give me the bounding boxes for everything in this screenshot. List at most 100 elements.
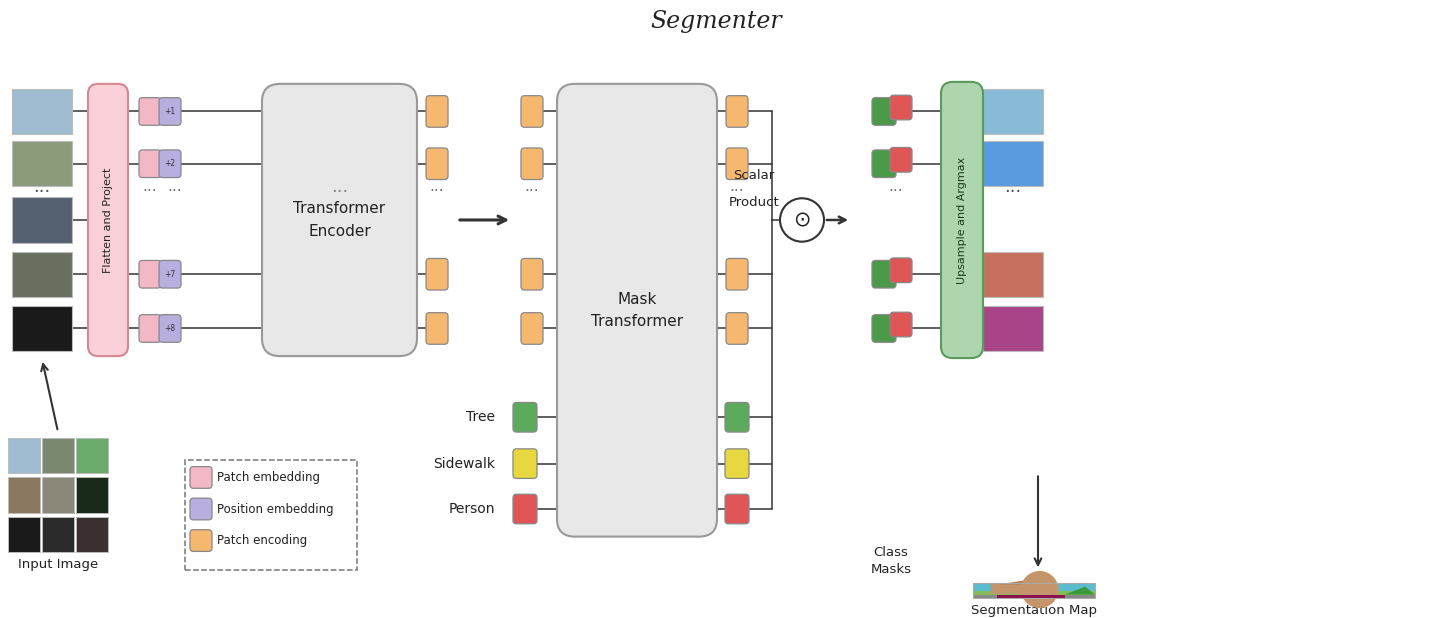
Bar bbox=[972, 591, 1095, 598]
FancyBboxPatch shape bbox=[513, 494, 537, 524]
Text: Segmenter: Segmenter bbox=[650, 10, 782, 33]
FancyBboxPatch shape bbox=[726, 148, 748, 180]
FancyBboxPatch shape bbox=[521, 313, 543, 344]
Circle shape bbox=[1021, 571, 1058, 608]
FancyBboxPatch shape bbox=[872, 150, 896, 177]
Text: +2: +2 bbox=[165, 159, 176, 168]
Text: +7: +7 bbox=[165, 269, 176, 279]
FancyBboxPatch shape bbox=[159, 315, 180, 342]
Bar bbox=[11, 197, 72, 243]
Text: +1: +1 bbox=[165, 107, 176, 116]
FancyBboxPatch shape bbox=[726, 258, 748, 290]
Polygon shape bbox=[998, 580, 1051, 585]
Circle shape bbox=[780, 198, 823, 242]
Bar bbox=[11, 306, 72, 351]
Bar bbox=[42, 478, 74, 513]
Bar bbox=[42, 438, 74, 473]
Text: Position embedding: Position embedding bbox=[218, 502, 334, 515]
Text: Mask
Transformer: Mask Transformer bbox=[591, 292, 683, 329]
Text: Upsample and Argmax: Upsample and Argmax bbox=[957, 156, 967, 284]
Text: Product: Product bbox=[729, 196, 779, 209]
FancyBboxPatch shape bbox=[891, 95, 912, 120]
Bar bbox=[11, 89, 72, 134]
FancyBboxPatch shape bbox=[87, 84, 127, 356]
Text: Segmentation Map: Segmentation Map bbox=[971, 604, 1097, 617]
FancyBboxPatch shape bbox=[521, 96, 543, 127]
Bar bbox=[185, 460, 357, 570]
FancyBboxPatch shape bbox=[725, 449, 749, 478]
FancyBboxPatch shape bbox=[521, 148, 543, 180]
FancyBboxPatch shape bbox=[190, 530, 212, 551]
FancyBboxPatch shape bbox=[513, 402, 537, 432]
FancyBboxPatch shape bbox=[726, 96, 748, 127]
FancyBboxPatch shape bbox=[425, 96, 448, 127]
Bar bbox=[11, 252, 72, 297]
Text: ⊙: ⊙ bbox=[793, 210, 811, 230]
FancyBboxPatch shape bbox=[725, 402, 749, 432]
Bar bbox=[991, 585, 1058, 594]
Text: Patch embedding: Patch embedding bbox=[218, 471, 319, 484]
FancyBboxPatch shape bbox=[941, 82, 982, 358]
Text: Scalar: Scalar bbox=[733, 169, 775, 182]
Text: Class
Masks: Class Masks bbox=[871, 546, 912, 577]
Text: ···: ··· bbox=[331, 183, 348, 201]
FancyBboxPatch shape bbox=[190, 498, 212, 520]
Bar bbox=[76, 438, 107, 473]
Text: Person: Person bbox=[448, 502, 495, 516]
Bar bbox=[972, 595, 1095, 598]
Text: ···: ··· bbox=[524, 184, 540, 200]
FancyBboxPatch shape bbox=[190, 467, 212, 488]
Bar bbox=[11, 141, 72, 187]
Bar bbox=[76, 478, 107, 513]
FancyBboxPatch shape bbox=[891, 148, 912, 172]
Bar bbox=[76, 517, 107, 552]
Bar bbox=[9, 517, 40, 552]
FancyBboxPatch shape bbox=[159, 260, 180, 288]
FancyBboxPatch shape bbox=[425, 258, 448, 290]
Bar bbox=[9, 478, 40, 513]
Text: ···: ··· bbox=[430, 184, 444, 200]
FancyBboxPatch shape bbox=[872, 260, 896, 288]
FancyBboxPatch shape bbox=[725, 494, 749, 524]
Text: Transformer
Encoder: Transformer Encoder bbox=[294, 201, 385, 239]
Text: Flatten and Project: Flatten and Project bbox=[103, 167, 113, 273]
Bar bbox=[982, 252, 1042, 297]
Polygon shape bbox=[1064, 586, 1095, 595]
Text: Sidewalk: Sidewalk bbox=[432, 457, 495, 471]
FancyBboxPatch shape bbox=[159, 98, 180, 125]
FancyBboxPatch shape bbox=[159, 150, 180, 177]
Bar bbox=[982, 89, 1042, 134]
Bar bbox=[982, 141, 1042, 187]
FancyBboxPatch shape bbox=[425, 148, 448, 180]
FancyBboxPatch shape bbox=[513, 449, 537, 478]
Text: ···: ··· bbox=[143, 184, 158, 200]
FancyBboxPatch shape bbox=[557, 84, 717, 536]
Text: ···: ··· bbox=[33, 183, 50, 201]
FancyBboxPatch shape bbox=[139, 315, 160, 342]
Text: ···: ··· bbox=[168, 184, 182, 200]
Bar bbox=[972, 583, 1095, 598]
Bar bbox=[9, 438, 40, 473]
Text: Tree: Tree bbox=[465, 410, 495, 425]
Text: ···: ··· bbox=[1004, 183, 1021, 201]
FancyBboxPatch shape bbox=[139, 150, 160, 177]
FancyBboxPatch shape bbox=[726, 313, 748, 344]
Text: ···: ··· bbox=[730, 184, 745, 200]
FancyBboxPatch shape bbox=[521, 258, 543, 290]
FancyBboxPatch shape bbox=[891, 312, 912, 337]
Bar bbox=[42, 517, 74, 552]
Text: ···: ··· bbox=[889, 184, 904, 200]
FancyBboxPatch shape bbox=[891, 258, 912, 282]
FancyBboxPatch shape bbox=[139, 98, 160, 125]
Bar bbox=[982, 306, 1042, 351]
Bar bbox=[972, 583, 1095, 591]
FancyBboxPatch shape bbox=[139, 260, 160, 288]
FancyBboxPatch shape bbox=[872, 315, 896, 342]
FancyBboxPatch shape bbox=[262, 84, 417, 356]
Text: +8: +8 bbox=[165, 324, 176, 333]
Bar bbox=[998, 595, 1064, 598]
FancyBboxPatch shape bbox=[425, 313, 448, 344]
Text: Patch encoding: Patch encoding bbox=[218, 534, 308, 547]
FancyBboxPatch shape bbox=[872, 98, 896, 125]
Text: Input Image: Input Image bbox=[17, 558, 99, 571]
